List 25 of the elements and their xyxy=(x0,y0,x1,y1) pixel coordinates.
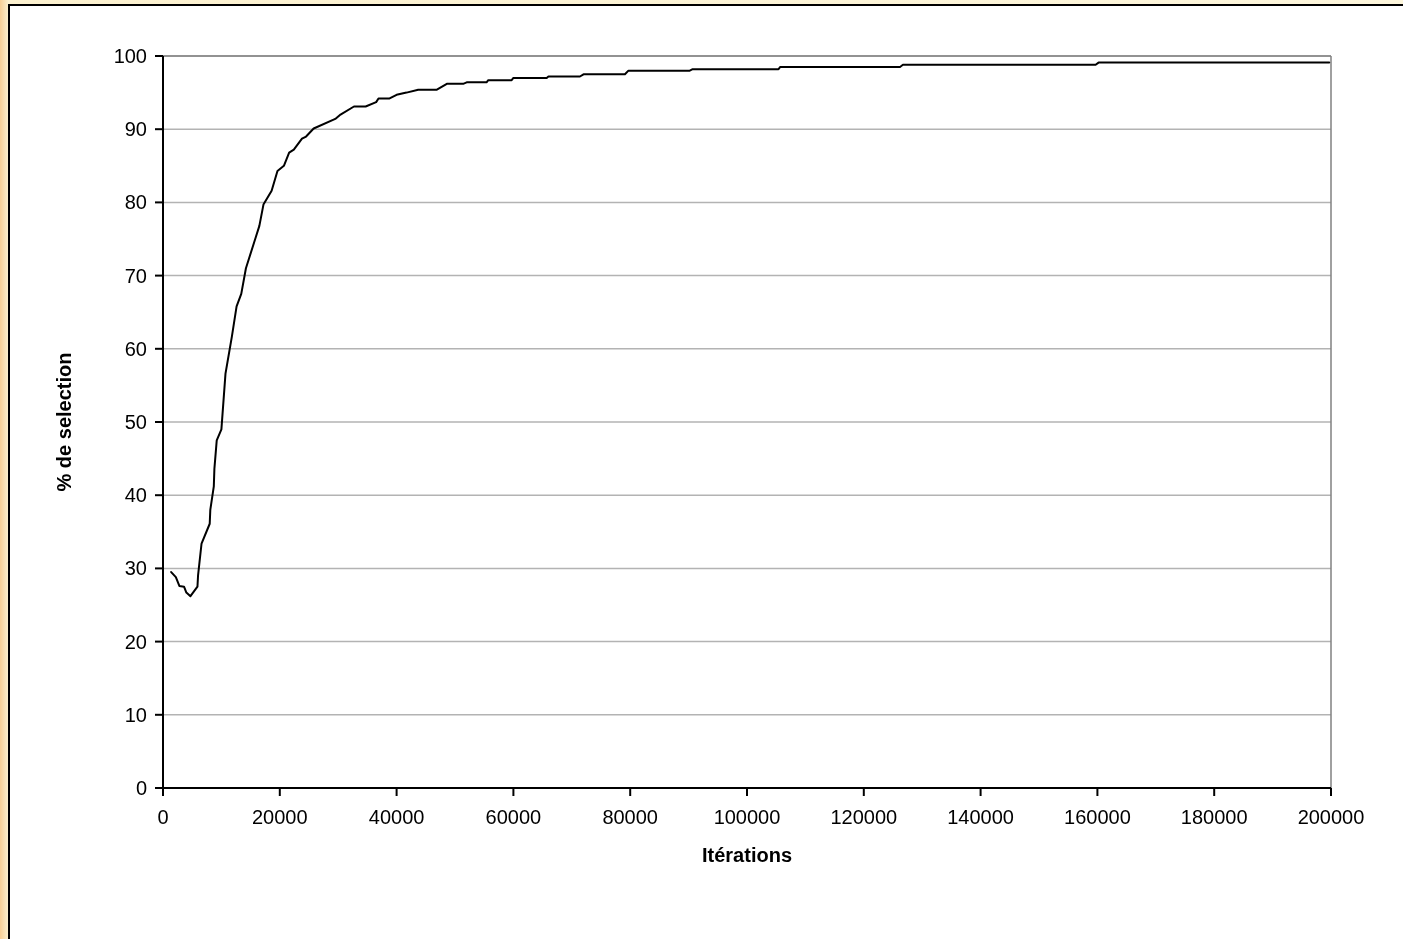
y-tick-label: 70 xyxy=(124,264,147,287)
x-axis-title: Itérations xyxy=(701,844,793,866)
y-tick-label: 100 xyxy=(113,45,147,67)
y-tick-label: 60 xyxy=(124,337,147,360)
y-tick-label: 20 xyxy=(124,630,147,653)
x-tick-label: 80000 xyxy=(602,806,659,828)
x-tick-label: 180000 xyxy=(1180,806,1248,828)
y-tick-label: 80 xyxy=(124,191,147,214)
y-tick-label: 0 xyxy=(135,777,147,799)
x-tick-label: 140000 xyxy=(947,806,1014,828)
y-tick-label: 50 xyxy=(124,411,147,433)
x-tick-label: 120000 xyxy=(830,806,898,828)
y-tick-label: 30 xyxy=(124,557,147,580)
x-tick-label: 60000 xyxy=(485,806,542,828)
x-tick-label: 160000 xyxy=(1064,806,1131,828)
x-tick-label: 0 xyxy=(157,806,169,828)
y-tick-label: 90 xyxy=(124,118,147,141)
line-series xyxy=(170,61,1331,598)
x-tick-label: 100000 xyxy=(713,806,781,828)
x-tick-label: 20000 xyxy=(251,806,308,828)
x-tick-label: 40000 xyxy=(368,806,425,828)
x-tick-label: 200000 xyxy=(1297,806,1365,828)
y-tick-label: 10 xyxy=(124,703,147,726)
y-tick-label: 40 xyxy=(124,484,147,507)
y-axis-title: % de selection xyxy=(53,352,75,492)
